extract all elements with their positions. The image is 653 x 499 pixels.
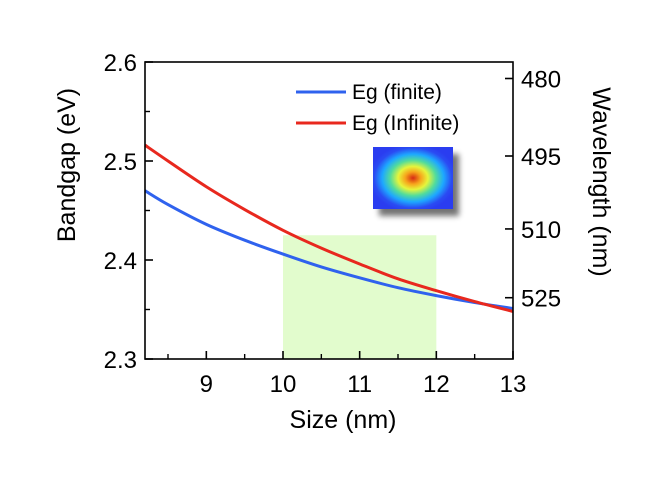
secondary-y-axis-title: Wavelength (nm) <box>587 87 615 276</box>
y2-tick-label: 495 <box>521 144 561 171</box>
x-axis: 9 10 11 12 13 <box>167 351 527 398</box>
series-layer <box>144 143 514 313</box>
legend-label-eg-finite: Eg (finite) <box>352 81 442 104</box>
y-tick-label: 2.6 <box>104 50 137 77</box>
x-tick-label: 10 <box>270 371 297 398</box>
y-tick-label: 2.3 <box>104 347 137 374</box>
legend-label-eg-infinite: Eg (Infinite) <box>352 112 459 135</box>
y2-tick-label: 525 <box>521 286 561 313</box>
y2-tick-label: 510 <box>521 217 561 244</box>
x-tick-label: 13 <box>500 371 527 398</box>
x-tick-label: 11 <box>347 371 372 398</box>
y-tick-label: 2.5 <box>104 149 137 176</box>
y-axis: 2.3 2.4 2.5 2.6 <box>104 50 153 374</box>
x-axis-title: Size (nm) <box>290 406 397 434</box>
y-axis-title: Bandgap (eV) <box>53 88 81 242</box>
highlight-region <box>283 235 437 359</box>
series-line-eg-finite <box>144 189 514 310</box>
y-tick-label: 2.4 <box>104 248 137 275</box>
series-line-eg-infinite <box>144 143 514 313</box>
legend: Eg (finite) Eg (Infinite) <box>296 81 459 135</box>
y2-tick-label: 480 <box>521 67 561 94</box>
x-tick-label: 9 <box>200 371 213 398</box>
x-tick-label: 12 <box>423 371 450 398</box>
secondary-y-axis: 480 495 510 525 <box>505 67 561 313</box>
inset-image <box>373 147 453 209</box>
